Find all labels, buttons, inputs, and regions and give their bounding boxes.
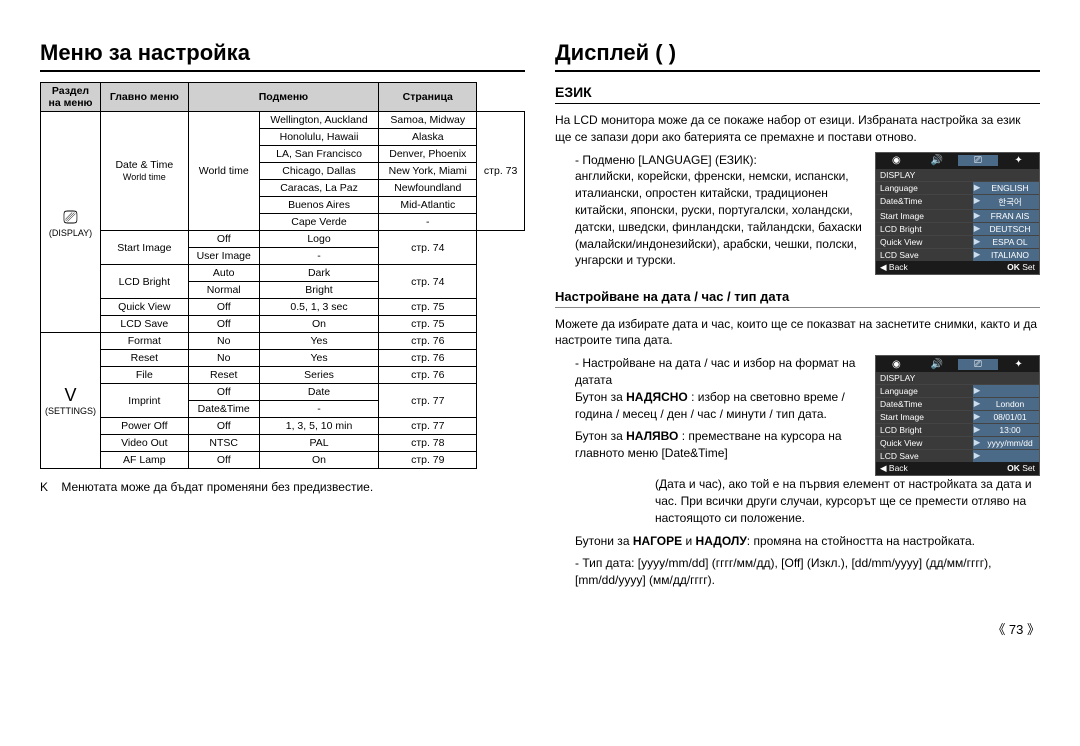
lang-submenu-label: Подменю [LANGUAGE] (ЕЗИК): английски, ко… <box>575 152 865 270</box>
main-0-0: Date & TimeWorld time <box>101 112 189 231</box>
lcd-datetime: ◉🔊⎚✦ DISPLAY Language▶Date&Time▶LondonSt… <box>875 355 1040 476</box>
section-1: V(SETTINGS) <box>41 333 101 469</box>
type-date: Тип дата: [yyyy/mm/dd] (гггг/мм/дд), [Of… <box>575 555 1040 589</box>
main-0-2: LCD Bright <box>101 265 189 299</box>
lcd-language: ◉🔊⎚✦ DISPLAY Language▶ENGLISHDate&Time▶한… <box>875 152 1040 275</box>
left-heading: Меню за настройка <box>40 40 525 72</box>
p-language: На LCD монитора може да се покаже набор … <box>555 112 1040 146</box>
settings-table: Раздел на меню Главно меню Подменю Стран… <box>40 82 525 469</box>
btn-updown: Бутони за НАГОРЕ и НАДОЛУ: промяна на ст… <box>555 533 1040 550</box>
main-0-1: Start Image <box>101 231 189 265</box>
btn-left: Бутон за НАЛЯВО : преместване на курсора… <box>555 428 865 462</box>
h3-datetime: Настройване на дата / час / тип дата <box>555 289 1040 308</box>
page-number: 《 73 》 <box>0 609 1080 638</box>
main-0-3: Quick View <box>101 299 189 316</box>
main-1-0: Format <box>101 333 189 350</box>
section-0: ⎚(DISPLAY) <box>41 112 101 333</box>
h2-language: ЕЗИК <box>555 84 1040 104</box>
th-sub: Подменю <box>188 83 379 112</box>
th-page: Страница <box>379 83 477 112</box>
th-main: Главно меню <box>101 83 189 112</box>
th-section: Раздел на меню <box>41 83 101 112</box>
main-1-1: Reset <box>101 350 189 367</box>
main-1-3: Imprint <box>101 384 189 418</box>
main-1-4: Power Off <box>101 418 189 435</box>
main-1-5: Video Out <box>101 435 189 452</box>
btn-left-tail: (Дата и час), ако той е на първия елемен… <box>555 476 1040 526</box>
footnote: K Менютата може да бъдат променяни без п… <box>40 479 525 496</box>
p-datetime: Можете да избирате дата и час, които ще … <box>555 316 1040 350</box>
right-heading: Дисплей ( ) <box>555 40 1040 72</box>
date-bullet1: Настройване на дата / час и избор на фор… <box>575 355 865 389</box>
main-1-2: File <box>101 367 189 384</box>
btn-right: Бутон за НАДЯСНО : избор на световно вре… <box>555 389 865 423</box>
main-1-6: AF Lamp <box>101 452 189 469</box>
main-0-4: LCD Save <box>101 316 189 333</box>
